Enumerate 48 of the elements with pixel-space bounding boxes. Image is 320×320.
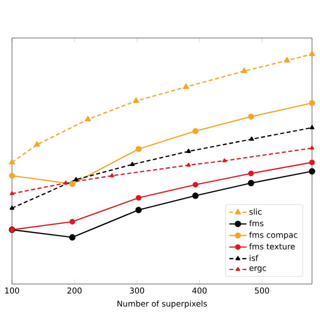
- point: [309, 160, 315, 166]
- point: [133, 98, 140, 103]
- x-tick-label: 300: [130, 288, 144, 294]
- point: [10, 206, 14, 210]
- point: [248, 114, 254, 120]
- point: [74, 177, 78, 182]
- x-tick-label: 500: [254, 288, 270, 294]
- point: [186, 162, 191, 167]
- legend-label: isf: [250, 254, 258, 262]
- x-tick-label: 100: [5, 288, 20, 294]
- point: [10, 191, 14, 196]
- x-axis-title: Number of superpixels: [118, 300, 207, 308]
- legend-label: fms texture: [249, 243, 295, 250]
- point: [8, 158, 16, 164]
- x-tick-label: 400: [192, 288, 207, 294]
- point: [248, 180, 254, 186]
- point: [249, 136, 254, 141]
- point: [70, 218, 76, 224]
- legend-label: ergc: [249, 266, 266, 273]
- legend-label: fms compac: [249, 232, 298, 240]
- point: [192, 128, 198, 134]
- point: [84, 116, 91, 122]
- point: [284, 57, 290, 63]
- point: [192, 182, 198, 188]
- legend-label: slic: [249, 208, 262, 215]
- point: [309, 100, 316, 106]
- point: [183, 84, 190, 89]
- point: [310, 146, 314, 150]
- point: [186, 148, 191, 153]
- point: [308, 50, 316, 56]
- point: [241, 68, 248, 74]
- point: [9, 172, 15, 179]
- point: [136, 194, 142, 201]
- point: [135, 206, 142, 214]
- point: [222, 158, 227, 162]
- point: [69, 234, 76, 241]
- point: [248, 170, 254, 176]
- point: [192, 192, 199, 199]
- point: [136, 146, 142, 152]
- legend-label: fms: [249, 220, 264, 226]
- point: [69, 180, 76, 187]
- point: [64, 180, 68, 185]
- x-tick-label: 200: [67, 288, 82, 294]
- point: [130, 162, 135, 166]
- point: [308, 168, 316, 175]
- point: [310, 125, 314, 130]
- point: [110, 173, 114, 178]
- point: [34, 141, 40, 147]
